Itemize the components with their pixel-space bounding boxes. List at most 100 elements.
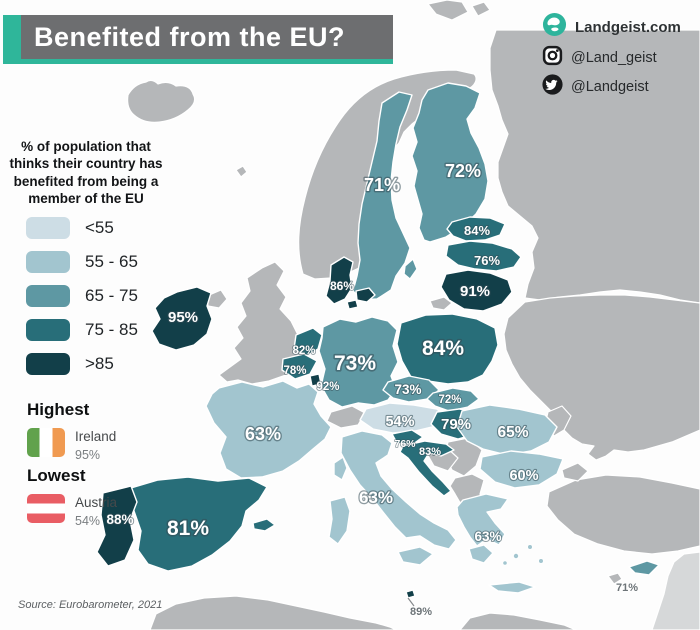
lowest-block: Lowest Austria 54% [27,466,117,528]
island-sicily [397,546,434,566]
legend-bucket-label: 65 - 75 [85,286,138,306]
island-balearics [252,518,276,532]
map-label-belgium: 78% [283,365,306,377]
branding-block: Landgeist.com @Land_geist @Landgeist [542,12,681,100]
country-shape-faroe [235,165,248,178]
country-shape-kaliningrad [429,296,453,311]
country-shape-portugal [96,485,138,567]
country-shape-sweden [352,91,413,301]
landgeist-logo-icon [542,12,567,42]
country-shape-belgium [281,353,318,380]
highest-block: Highest Ireland 95% [27,400,116,462]
lowest-value: 54% [75,513,101,528]
country-shape-spain [130,476,268,572]
legend-rows: <55 55 - 65 65 - 75 75 - 85 >85 [6,217,166,376]
map-label-portugal: 88% [106,512,133,527]
legend-row-4: >85 [6,353,166,376]
map-label-latvia: 76% [474,253,500,268]
aegean-island [513,553,520,560]
highest-heading: Highest [27,400,90,419]
highest-country: Ireland [75,429,117,444]
instagram-handle: @Land_geist [571,50,657,66]
country-shape-lithuania [440,269,513,312]
coast-north-africa-east [459,612,577,630]
country-shape-switzerland [326,405,366,429]
island-corsica [333,456,348,481]
island-zealand [355,287,376,303]
lowest-country: Austria [75,495,118,510]
country-shape-romania [456,404,558,456]
map-label-slovenia: 76% [394,438,416,450]
lowest-heading: Lowest [27,466,86,485]
legend-swatch [26,353,70,376]
legend-title: % of population that thinks their countr… [9,139,163,206]
country-shape-bulgaria [479,450,564,489]
coast-levant [651,551,700,630]
legend-bucket-label: >85 [85,354,114,374]
legend-row-2: 65 - 75 [6,285,166,308]
legend: % of population that thinks their countr… [6,138,166,387]
country-shape-france [205,380,332,479]
map-label-slovakia: 72% [438,394,461,406]
title-banner: Benefited from the EU? [3,15,393,64]
legend-row-1: 55 - 65 [6,251,166,274]
country-shape-finland [411,82,489,243]
aegean-island [538,558,544,564]
legend-bucket-label: 55 - 65 [85,252,138,272]
map-label-sweden: 71% [364,175,400,195]
country-shape-norway [298,69,477,280]
map-label-romania: 65% [497,424,528,441]
country-shape-turkey-thrace [561,462,589,482]
country-shape-latvia [445,240,522,272]
island-gotland [403,258,418,280]
twitter-handle: @Landgeist [571,79,649,95]
map-label-cyprus: 71% [616,582,638,594]
non-eu-countries [127,0,700,630]
country-shape-netherlands [293,327,323,357]
map-label-czechia: 73% [394,382,421,397]
country-shape-italy [340,430,457,550]
legend-bucket-label: <55 [85,218,114,238]
map-label-france: 63% [245,424,281,444]
country-shape-slovenia [391,429,424,446]
source-note: Source: Eurobarometer, 2021 [18,599,163,611]
island-crete [488,581,536,594]
country-shape-belarus-ukraine [503,294,700,461]
island-sardinia [328,496,351,545]
map-label-ireland: 95% [168,309,198,326]
map-label-spain: 81% [167,517,209,540]
map-label-netherlands: 82% [292,345,315,357]
legend-row-3: 75 - 85 [6,319,166,342]
map-label-bulgaria: 60% [509,468,538,484]
map-label-greece: 63% [474,529,501,544]
aegean-island [527,544,533,550]
aegean-island [502,560,508,566]
island-rhodes [607,572,623,585]
branding-site-row: Landgeist.com [542,12,681,42]
country-shape-denmark [325,256,354,305]
island-funen [346,299,359,310]
legend-swatch [26,217,70,240]
country-shape-poland [396,313,499,385]
map-label-croatia: 83% [419,446,441,458]
country-shape-malta [405,589,416,599]
map-label-luxembourg: 92% [316,381,339,393]
map-label-hungary: 79% [441,416,471,433]
map-label-italy: 63% [359,488,393,507]
map-label-estonia: 84% [464,223,490,238]
country-shape-svalbard-2 [471,1,491,17]
country-shape-greece [456,493,509,547]
peninsula-peloponnese [468,544,494,564]
country-shape-svalbard [427,0,469,21]
site-name: Landgeist.com [575,18,681,36]
eu-countries [96,82,660,599]
twitter-icon [542,74,563,100]
austria-flag [27,494,65,523]
country-shape-turkey [546,474,700,555]
country-shape-slovakia [426,387,480,412]
legend-swatch [26,251,70,274]
map-label-denmark: 86% [330,279,354,293]
branding-instagram-row: @Land_geist [542,45,681,71]
